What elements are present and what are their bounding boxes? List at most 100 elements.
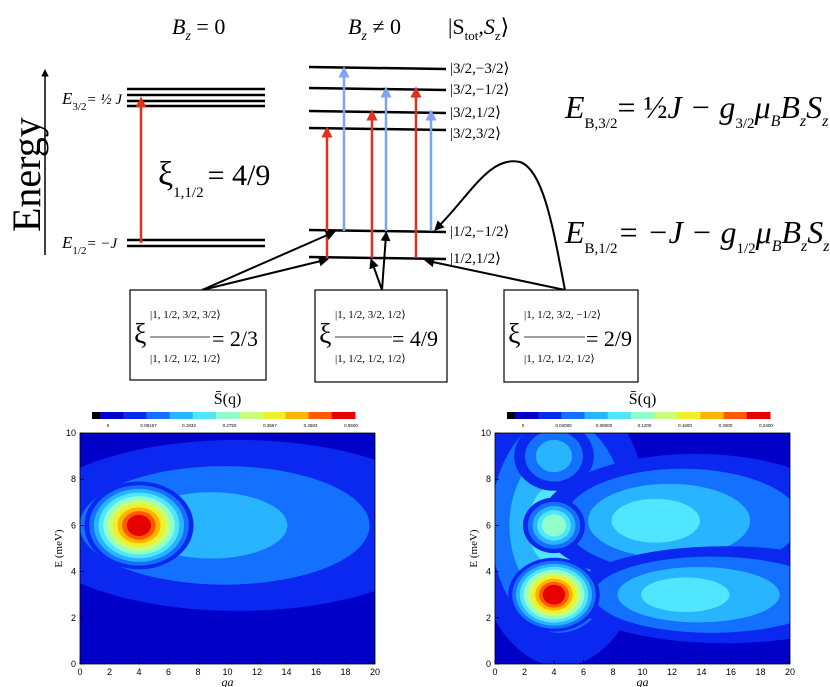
y-tick-label: 0 [486,659,491,669]
colorbar-segment [630,412,655,419]
colorbar-segment [515,412,539,419]
colorbar-segment [538,412,562,419]
xi-box-value: = 2/9 [586,326,632,351]
contour-band [541,514,567,537]
y-tick-label: 10 [66,428,76,438]
xi-main-expression: ξ1,1/2= 4/9 [158,156,270,201]
xi-box-top: |1, 1/2, 3/2, 1/2⟩ [335,309,406,321]
colorbar-tick-label: 0.09167 [140,423,157,428]
x-axis-label: qa [222,675,234,687]
x-tick-label: 8 [195,667,200,677]
colorbar-segment [723,412,748,419]
state-label: |1/2,1/2⟩ [450,251,501,267]
state-label: |3/2,3/2⟩ [450,126,501,142]
colorbar-segment [146,412,171,419]
colorbar-segment [654,412,678,419]
state-label: |3/2,−1/2⟩ [450,82,509,98]
colorbar-segment [700,412,725,419]
colorbar-tick-label: 0.1200 [638,423,652,428]
xi-box-1: ξ |1, 1/2, 3/2, 3/2⟩ |1, 1/2, 1/2, 1/2⟩ … [129,289,267,381]
state-label: |3/2,1/2⟩ [450,105,501,121]
colorbar-tick-label: 0.4583 [304,423,318,428]
x-tick-label: 10 [637,667,647,677]
x-tick-label: 10 [222,667,232,677]
x-tick-label: 18 [340,667,350,677]
x-tick-label: 4 [136,667,141,677]
xi-box-3: ξ |1, 1/2, 3/2, −1/2⟩ |1, 1/2, 1/2, 1/2⟩… [503,289,639,383]
heatmap-right: S̄(q) 0 0.04000 0.08000 0.1200 0.1600 0.2000 0.… [468,391,795,687]
state-label: |3/2,−3/2⟩ [450,61,509,77]
x-tick-label: 14 [281,667,291,677]
header-state-ket: |Stot,Sz⟩ [448,14,509,43]
header-bz-nonzero: Bz ≠ 0 [348,14,401,44]
y-axis-label: E (meV) [468,529,480,568]
energy-axis-label: Energy [4,117,49,232]
colorbar-segment [192,412,217,419]
state-labels: |3/2,−3/2⟩ |3/2,−1/2⟩ |3/2,1/2⟩ |3/2,3/2… [450,61,509,267]
x-tick-label: 12 [252,667,262,677]
x-tick-label: 2 [107,667,112,677]
colorbar-segment [607,412,632,419]
xi-box-bottom: |1, 1/2, 1/2, 1/2⟩ [335,353,406,365]
chart-title: S̄(q) [629,391,657,408]
heatmap-left: S̄(q) 0 0.09167 0.1833 0.2750 0.3667 0.4583 0.5… [53,391,380,687]
curved-arrow [434,160,566,291]
x-tick-label: 0 [77,667,82,677]
x-tick-label: 14 [696,667,706,677]
y-tick-label: 2 [71,613,76,623]
xi-box-value: = 2/3 [212,326,258,351]
colorbar-segment [561,412,586,419]
x-tick-label: 0 [492,667,497,677]
contour-band [641,577,730,613]
y-tick-label: 8 [486,474,491,484]
y-tick-label: 8 [71,474,76,484]
colorbar-segment [746,412,771,419]
chart-title: S̄(q) [214,391,242,408]
colorbar-tick-label: 0 [107,423,110,428]
colorbar-segment [584,412,609,419]
x-tick-label: 4 [551,667,556,677]
x-tick-label: 12 [667,667,677,677]
levels-bz-zero [127,87,265,248]
x-tick-label: 6 [166,667,171,677]
y-axis-label: E (meV) [53,529,65,568]
colorbar-tick-label: 0.3667 [263,423,277,428]
energy-level-diagram: Energy Bz = 0 Bz ≠ 0 |Stot,Sz⟩ E3/2= ½ J… [4,14,830,383]
colorbar-underflow [507,412,515,419]
colorbar-segment [123,412,147,419]
contour-band [611,498,701,543]
x-tick-label: 20 [785,667,795,677]
x-tick-label: 8 [610,667,615,677]
colorbar-tick-label: 0.2750 [223,423,237,428]
levels-bz-nonzero [308,65,447,261]
state-label: |1/2,−1/2⟩ [450,224,509,240]
label-e-three-halves: E3/2= ½ J [61,89,123,113]
y-tick-label: 6 [71,520,76,530]
y-tick-label: 2 [486,613,491,623]
x-tick-label: 16 [726,667,736,677]
y-tick-label: 4 [486,567,491,577]
xi-symbol: ξ [134,319,146,350]
contour-band [535,439,573,473]
colorbar-segment [677,412,701,419]
xi-box-value: = 4/9 [392,326,438,351]
colorbar-tick-label: 0.2400 [759,423,773,428]
colorbar-tick-label: 0.1600 [678,423,692,428]
xi-box-top: |1, 1/2, 3/2, 3/2⟩ [150,309,221,321]
y-tick-label: 4 [71,567,76,577]
colorbar-segment [285,412,310,419]
colorbar-tick-label: 0.08000 [596,423,613,428]
colorbar-tick-label: 0.5500 [344,423,358,428]
x-tick-label: 16 [311,667,321,677]
colorbar-segment [308,412,333,419]
colorbar-tick-label: 0.1833 [182,423,196,428]
xi-box-bottom: |1, 1/2, 1/2, 1/2⟩ [150,353,221,365]
colorbar-underflow [92,412,100,419]
contour-band [542,584,566,605]
header-bz-zero: Bz = 0 [172,14,225,44]
xi-symbol: ξ [508,319,520,350]
xi-box-bottom: |1, 1/2, 1/2, 1/2⟩ [524,353,595,365]
y-tick-label: 0 [71,659,76,669]
colorbar-segment [215,412,240,419]
colorbar-segment [239,412,263,419]
